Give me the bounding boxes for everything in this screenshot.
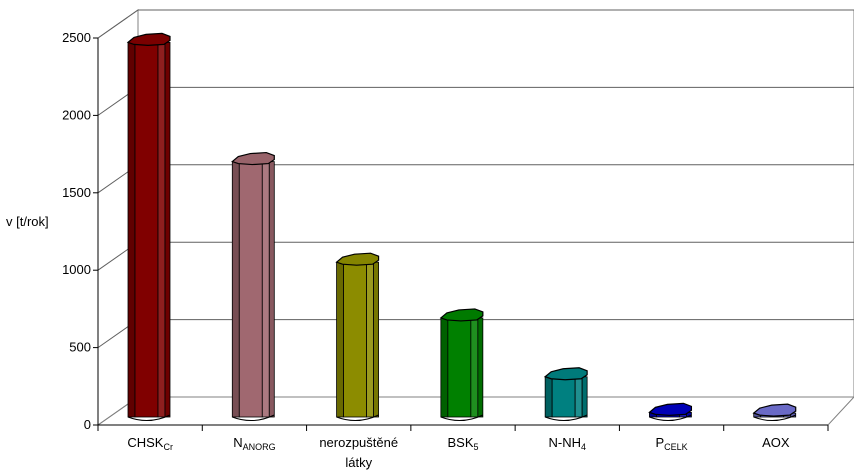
x-category-label: nerozpuštěné [319, 435, 398, 450]
x-category-label: N-NH4 [549, 435, 587, 452]
bar-face [574, 376, 583, 418]
axes [97, 38, 828, 426]
x-category-label: BSK5 [447, 435, 478, 452]
bar-top [543, 367, 588, 381]
y-tick-label: 1500 [62, 185, 91, 200]
x-category-label-subscript: CELK [664, 442, 688, 452]
x-category-label-subscript: 4 [581, 442, 586, 452]
bar-base [127, 414, 171, 421]
x-category-label-main: P [655, 435, 664, 450]
bar-face [336, 261, 344, 418]
bar-base [649, 414, 692, 421]
bar-top [439, 308, 484, 322]
bar-face [127, 41, 136, 418]
bar-base [440, 414, 484, 421]
bar [335, 252, 380, 421]
y-tick-label: 2000 [62, 107, 91, 122]
x-category-label-main: N [233, 435, 242, 450]
x-category-label-main: CHSK [127, 435, 163, 450]
bar-face [440, 317, 449, 418]
x-category-label: AOX [762, 435, 790, 450]
y-tick-label: 2500 [62, 30, 91, 45]
bar-top [231, 151, 275, 166]
bar-base [753, 414, 796, 421]
bar-top [335, 252, 380, 266]
bar-base [336, 414, 379, 421]
x-category-label-line2: látky [345, 455, 372, 470]
bars [126, 32, 797, 421]
bar-face [164, 41, 171, 418]
y-axis-ticks: 0 500 1000 1500 2000 2500 [62, 30, 98, 432]
bar [752, 403, 797, 421]
bar-face [366, 261, 374, 418]
x-category-label-main: BSK [447, 435, 473, 450]
bar-face [373, 261, 379, 418]
bar [439, 308, 484, 421]
x-category-label-subscript: Cr [163, 442, 173, 452]
bar [648, 402, 693, 421]
bar-face [157, 41, 166, 418]
gridline [97, 9, 854, 39]
bar-face [261, 161, 270, 418]
x-category-label-main: AOX [762, 435, 790, 450]
y-axis-title: v [t/rok] [6, 214, 49, 229]
x-category-label-subscript: ANORG [243, 442, 276, 452]
gridline [97, 164, 854, 194]
bar-face [231, 161, 240, 418]
bar-face [470, 317, 479, 418]
x-category-label: NANORG [233, 435, 275, 452]
bar-face [477, 317, 484, 418]
bar-face [544, 376, 553, 418]
bar-base [232, 414, 275, 421]
bar-top [752, 403, 797, 417]
bar-base [544, 414, 588, 421]
y-tick-label: 1000 [62, 262, 91, 277]
y-tick-label: 500 [69, 340, 91, 355]
bar-top [648, 402, 693, 416]
gridline [97, 241, 854, 271]
gridlines [97, 9, 854, 349]
bar [231, 151, 275, 421]
x-category-label-subscript: 5 [474, 442, 479, 452]
bar-face [268, 161, 275, 418]
bar-face [238, 161, 263, 418]
x-category-label: CHSKCr [127, 435, 173, 452]
x-category-label-main: N-NH [549, 435, 582, 450]
y-tick-label: 0 [84, 417, 91, 432]
bar-top [126, 32, 171, 46]
bar-face [551, 376, 576, 418]
x-category-label-main: nerozpuštěné [319, 435, 398, 450]
bar [543, 367, 588, 421]
bar [126, 32, 171, 421]
bar-face [447, 317, 472, 418]
x-category-label: PCELK [655, 435, 687, 452]
gridline [97, 86, 854, 116]
bar-face [134, 41, 159, 418]
bar-face [343, 261, 367, 418]
bar-face [581, 376, 588, 418]
